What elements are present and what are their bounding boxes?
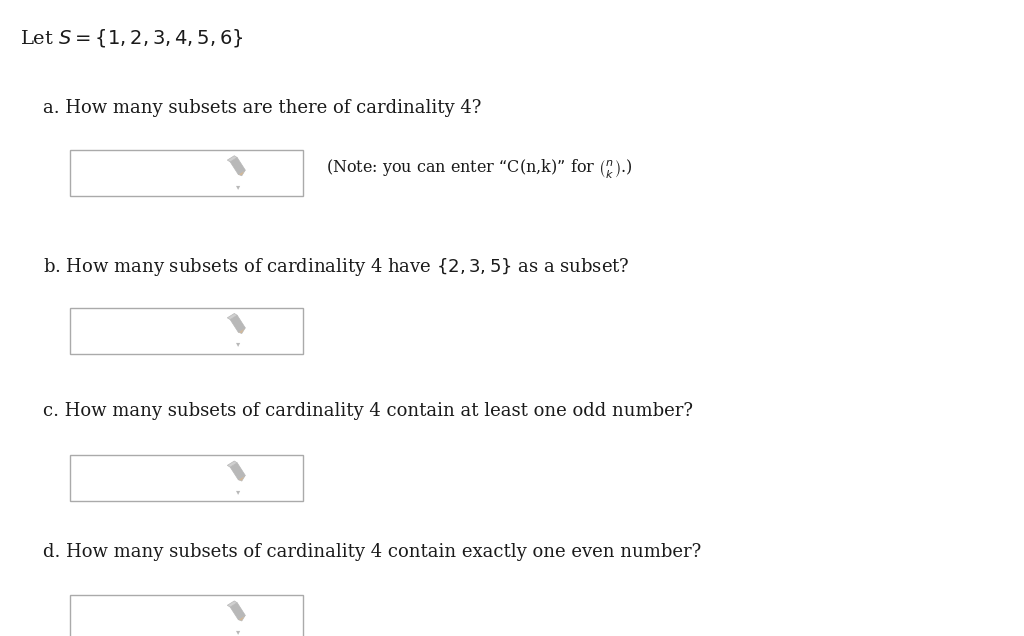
Polygon shape bbox=[239, 475, 246, 481]
Polygon shape bbox=[230, 463, 246, 480]
Polygon shape bbox=[230, 158, 246, 174]
Text: ▾: ▾ bbox=[236, 340, 240, 349]
FancyBboxPatch shape bbox=[70, 455, 303, 501]
Polygon shape bbox=[230, 603, 246, 619]
FancyBboxPatch shape bbox=[70, 150, 303, 196]
Polygon shape bbox=[227, 461, 238, 467]
Text: ▾: ▾ bbox=[236, 487, 240, 496]
Text: a. How many subsets are there of cardinality 4?: a. How many subsets are there of cardina… bbox=[43, 99, 481, 116]
Polygon shape bbox=[227, 156, 238, 162]
Polygon shape bbox=[227, 601, 238, 607]
Text: ▾: ▾ bbox=[236, 627, 240, 636]
Polygon shape bbox=[239, 615, 246, 621]
Text: ▾: ▾ bbox=[236, 182, 240, 191]
Text: d. How many subsets of cardinality 4 contain exactly one even number?: d. How many subsets of cardinality 4 con… bbox=[43, 543, 701, 560]
Text: b. How many subsets of cardinality 4 have $\{2, 3, 5\}$ as a subset?: b. How many subsets of cardinality 4 hav… bbox=[43, 256, 630, 278]
FancyBboxPatch shape bbox=[70, 595, 303, 636]
Text: (Note: you can enter “C(n,k)” for $\binom{n}{k}$.): (Note: you can enter “C(n,k)” for $\bino… bbox=[326, 158, 633, 181]
Polygon shape bbox=[239, 170, 246, 176]
Text: Let $\mathit{S} = \{1, 2, 3, 4, 5, 6\}$: Let $\mathit{S} = \{1, 2, 3, 4, 5, 6\}$ bbox=[20, 27, 244, 49]
Polygon shape bbox=[239, 328, 246, 333]
Text: c. How many subsets of cardinality 4 contain at least one odd number?: c. How many subsets of cardinality 4 con… bbox=[43, 402, 693, 420]
Polygon shape bbox=[227, 314, 238, 320]
FancyBboxPatch shape bbox=[70, 308, 303, 354]
Polygon shape bbox=[230, 315, 246, 332]
